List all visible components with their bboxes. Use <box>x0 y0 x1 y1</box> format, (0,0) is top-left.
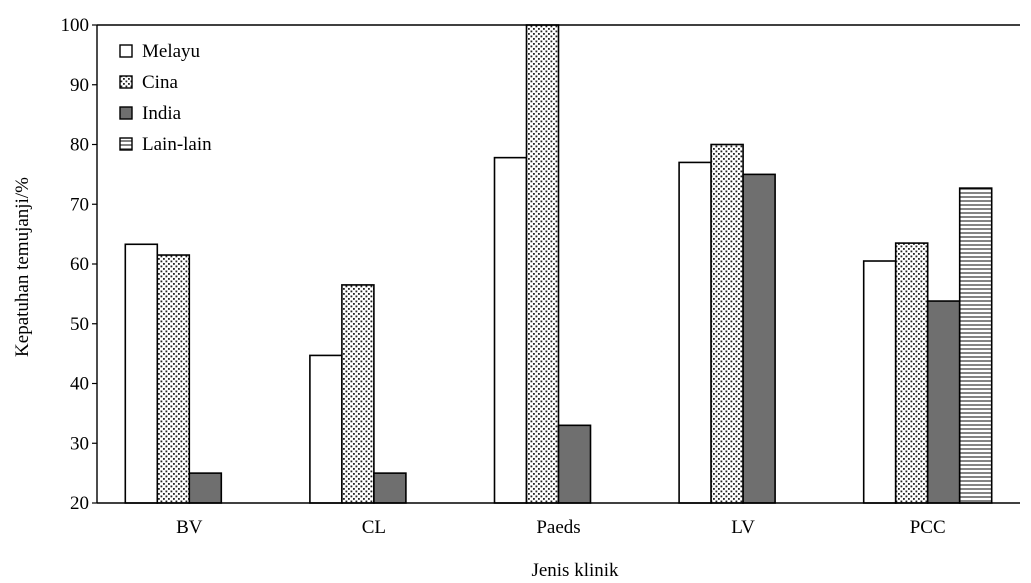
legend-swatch <box>119 106 133 120</box>
x-tick-label: LV <box>731 517 755 538</box>
legend-label: Lain-lain <box>142 134 212 155</box>
bar-india-cl <box>373 472 407 504</box>
x-axis-tick-labels: BV CL Paeds LV PCC <box>176 517 946 538</box>
legend-label: Melayu <box>142 41 201 62</box>
bar-melayu-lv <box>678 161 712 504</box>
y-tick-label: 30 <box>70 433 89 454</box>
bar-india-bv <box>188 472 223 504</box>
bar-india-lv <box>742 173 776 504</box>
bar-series-group <box>124 24 993 504</box>
bar-india-paeds <box>557 424 592 504</box>
bar-lain-lain-pcc <box>958 187 993 504</box>
y-tick-label: 100 <box>61 15 90 36</box>
bar-cina-pcc <box>894 242 929 504</box>
y-axis-title: Kepatuhan temujanji/% <box>12 177 33 357</box>
x-tick-label: CL <box>362 517 386 538</box>
y-tick-label: 40 <box>70 374 89 395</box>
x-axis-title: Jenis klinik <box>531 560 619 581</box>
bar-melayu-bv <box>124 243 159 504</box>
y-tick-label: 70 <box>70 194 89 215</box>
y-tick-label: 20 <box>70 493 89 514</box>
y-tick-label: 90 <box>70 75 89 96</box>
bar-melayu-pcc <box>862 260 897 504</box>
y-tick-label: 80 <box>70 135 89 156</box>
axes <box>92 24 1020 504</box>
x-tick-label: Paeds <box>536 517 580 538</box>
bar-cina-bv <box>156 254 191 504</box>
legend-swatch <box>119 44 133 58</box>
bar-cina-lv <box>710 143 744 504</box>
legend-label: India <box>142 103 182 124</box>
legend-label: Cina <box>142 72 178 93</box>
y-axis-tick-labels: 20 30 40 50 60 70 80 90 100 <box>61 15 90 514</box>
y-tick-label: 60 <box>70 254 89 275</box>
x-tick-label: BV <box>176 517 203 538</box>
legend: Melayu Cina India Lain-lain <box>119 41 212 155</box>
bar-melayu-paeds <box>493 156 528 504</box>
x-tick-label: PCC <box>910 517 946 538</box>
bar-cina-paeds <box>525 24 560 504</box>
y-tick-label: 50 <box>70 314 89 335</box>
legend-swatch <box>119 137 133 151</box>
legend-swatch <box>119 75 133 89</box>
bar-cina-cl <box>341 284 375 504</box>
bar-melayu-cl <box>309 354 343 504</box>
bar-india-pcc <box>926 300 961 504</box>
